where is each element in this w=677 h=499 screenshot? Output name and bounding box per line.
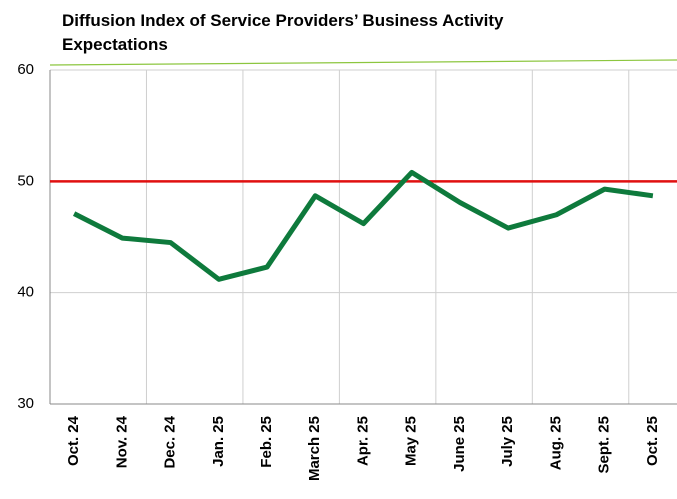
x-tick-label: Dec. 24 xyxy=(162,415,179,468)
y-tick-label: 60 xyxy=(17,61,34,78)
decoration-line xyxy=(49,59,677,66)
x-tick-label: March 25 xyxy=(306,416,323,481)
x-tick-label: Sept. 25 xyxy=(596,416,613,474)
x-tick-label: July 25 xyxy=(499,416,516,467)
y-tick-label: 40 xyxy=(17,284,34,301)
x-tick-label: Oct. 24 xyxy=(65,415,82,466)
x-tick-label: Feb. 25 xyxy=(258,416,275,468)
y-tick-label: 30 xyxy=(17,395,34,412)
y-tick-label: 50 xyxy=(17,172,34,189)
x-tick-label: Nov. 24 xyxy=(113,415,130,468)
data-line xyxy=(72,169,654,282)
chart-title: Diffusion Index of Service Providers’ Bu… xyxy=(62,11,504,30)
x-tick-label: Aug. 25 xyxy=(547,416,564,470)
chart-title: Expectations xyxy=(62,35,168,54)
x-tick-label: Oct. 25 xyxy=(644,416,661,466)
x-tick-label: Jan. 25 xyxy=(210,416,227,467)
x-tick-label: Apr. 25 xyxy=(354,416,371,466)
x-tick-label: June 25 xyxy=(451,416,468,472)
x-tick-label: May 25 xyxy=(403,416,420,466)
